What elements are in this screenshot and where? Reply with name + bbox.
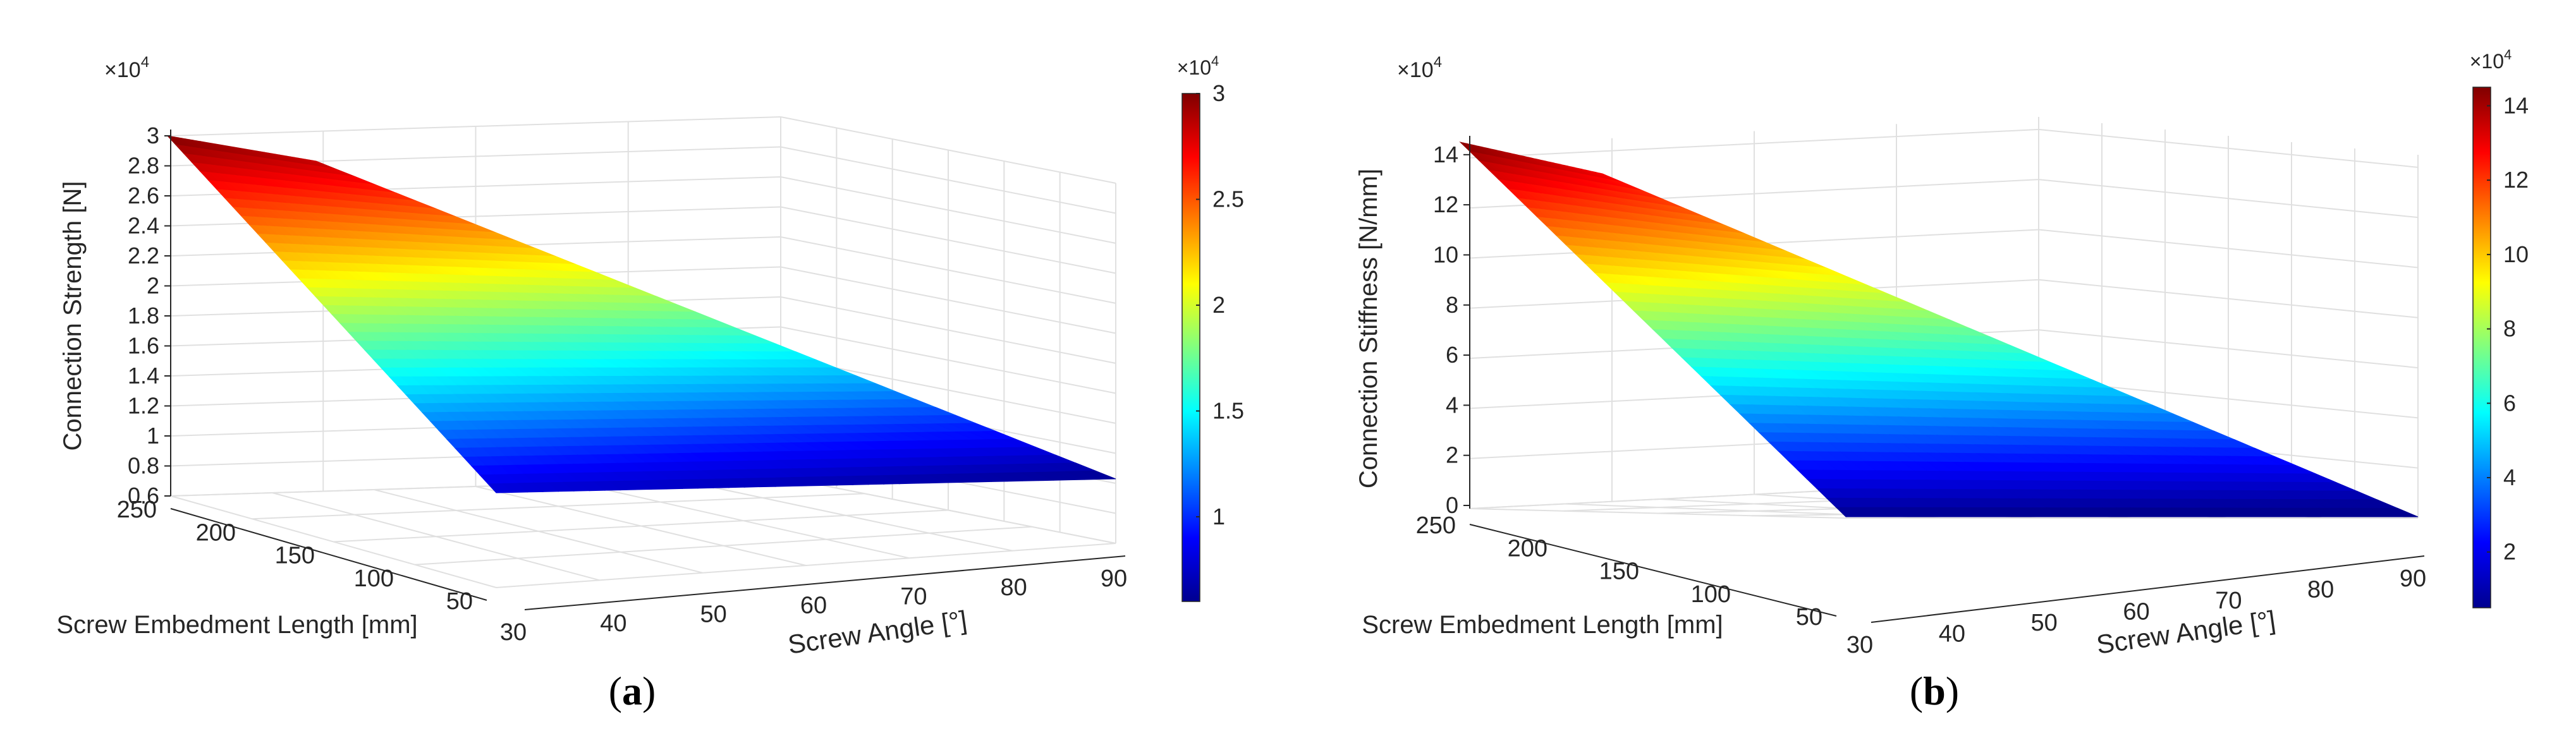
z-exponent-label: ×104: [104, 54, 149, 82]
colorbar-tick-label: 1.5: [1212, 398, 1244, 424]
colorbar-tick-label: 10: [2503, 241, 2529, 267]
x-tick-label: 80: [1001, 574, 1027, 601]
colorbar-gradient: [1181, 93, 1200, 602]
z-tick-label: 6: [1446, 342, 1458, 368]
y-tick-label: 250: [117, 497, 157, 523]
y-tick-label: 200: [196, 519, 236, 546]
x-tick-label: 40: [1939, 621, 1965, 648]
y-axis-line: [170, 508, 487, 601]
colorbar-tick-label: 4: [2503, 464, 2516, 490]
surface-patch: [1080, 470, 1116, 480]
z-tick-label: 8: [1446, 292, 1458, 318]
colorbar-tick-label: 1: [1212, 504, 1225, 529]
colorbar-tick-label: 2: [2503, 539, 2516, 565]
surface: [1459, 142, 2419, 517]
y-tick-label: 200: [1508, 535, 1547, 562]
z-tick-label: 12: [1433, 191, 1458, 217]
z-tick-label: 4: [1446, 392, 1458, 418]
x-tick-label: 30: [1847, 632, 1873, 658]
x-tick-label: 50: [2031, 610, 2058, 636]
z-axis-label: Connection Stiffness [N/mm]: [1355, 169, 1383, 488]
colorbar-tick-label: 2.5: [1212, 186, 1244, 212]
z-axis-label: Connection Strength [N]: [59, 181, 87, 451]
grid-line: [333, 509, 949, 543]
colorbar-tick-label: 12: [2503, 167, 2529, 193]
z-tick-label: 10: [1433, 241, 1458, 267]
panel-label: (b): [1910, 668, 1959, 713]
y-axis-label: Screw Embedment Length [mm]: [1362, 611, 1723, 639]
x-tick-label: 90: [1101, 565, 1127, 592]
x-tick-label: 40: [600, 610, 626, 637]
colorbar-tick-label: 6: [2503, 390, 2516, 416]
z-exponent-label: ×104: [1397, 54, 1442, 82]
colorbar-tick-label: 8: [2503, 316, 2516, 342]
colorbar-gradient: [2472, 87, 2491, 608]
x-tick-label: 60: [2123, 599, 2149, 625]
axes: [170, 130, 1126, 610]
y-tick-label: 50: [446, 588, 473, 615]
z-tick-label: 1: [147, 423, 159, 449]
colorbar-tick-label: 14: [2503, 92, 2529, 118]
z-tick-label: 1.2: [128, 393, 159, 419]
x-axis-line: [524, 555, 1126, 610]
grid-line: [252, 493, 865, 520]
z-tick-label: 2.6: [128, 183, 159, 208]
x-tick-label: 30: [500, 619, 527, 646]
y-tick-label: 150: [1599, 559, 1639, 585]
panel-label: (a): [609, 668, 656, 713]
z-tick-label: 2: [147, 273, 159, 299]
x-tick-label: 70: [900, 583, 927, 610]
z-tick-label: 2: [1446, 442, 1458, 468]
y-tick-label: 50: [1796, 604, 1822, 631]
y-tick-label: 250: [1416, 512, 1456, 539]
z-tick-label: 2.2: [128, 243, 159, 269]
z-tick-label: 2.8: [128, 153, 159, 179]
colorbar-exponent-label: ×104: [1177, 53, 1219, 79]
x-tick-label: 60: [800, 593, 827, 619]
y-tick-label: 100: [354, 565, 394, 592]
z-tick-label: 0.6: [128, 483, 159, 509]
z-tick-label: 1.4: [128, 363, 159, 389]
z-tick-label: 2.4: [128, 213, 159, 239]
colorbar: 2 4 6 8 10 12 14 ×104: [2470, 47, 2529, 608]
z-tick-label: 1.8: [128, 303, 159, 329]
chart-panel-a: 0.6 0.8 1 1.2 1.4 1.6 1.8 2 2.2 2.4 2.6 2.8 3 30 40 50 6…: [56, 53, 1244, 713]
colorbar-tick-label: 3: [1212, 80, 1225, 106]
x-tick-label: 90: [2400, 565, 2426, 592]
colorbar-tick-label: 2: [1212, 292, 1225, 318]
y-axis-label: Screw Embedment Length [mm]: [56, 611, 417, 639]
x-tick-label: 80: [2307, 577, 2334, 603]
colorbar-exponent-label: ×104: [2470, 47, 2512, 73]
x-axis-label: Screw Angle [°]: [2094, 605, 2277, 660]
z-tick-label: 14: [1433, 142, 1458, 167]
grid-line: [496, 543, 1116, 588]
z-tick-label: 3: [147, 123, 159, 148]
grid-line: [415, 526, 1032, 565]
y-tick-label: 150: [275, 543, 315, 569]
z-tick-label: 1.6: [128, 333, 159, 359]
y-tick-label: 100: [1691, 581, 1731, 608]
x-tick-label: 50: [700, 601, 727, 628]
colorbar: 1 1.5 2 2.5 3×104: [1177, 53, 1244, 602]
surface: [166, 135, 1116, 493]
z-tick-label: 0.8: [128, 453, 159, 479]
